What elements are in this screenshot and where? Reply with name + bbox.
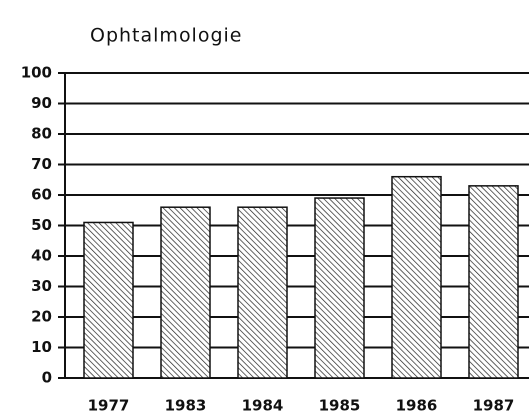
y-tick-label: 70	[31, 155, 52, 173]
y-tick-label: 100	[21, 64, 52, 82]
x-tick-label: 1987	[473, 397, 515, 415]
x-tick-label: 1984	[242, 397, 284, 415]
y-tick-label: 90	[31, 94, 52, 112]
y-tick-label: 50	[31, 216, 52, 234]
y-tick-label: 40	[31, 247, 52, 265]
bar	[237, 206, 288, 379]
x-tick-label: 1983	[165, 397, 207, 415]
bar	[83, 221, 134, 379]
y-tick-label: 30	[31, 277, 52, 295]
y-tick-label: 0	[42, 369, 52, 387]
bar	[314, 197, 365, 379]
y-tick-label: 60	[31, 186, 52, 204]
y-tick-label: 10	[31, 338, 52, 356]
bar	[160, 206, 211, 379]
bar	[391, 175, 442, 379]
x-tick-label: 1986	[396, 397, 438, 415]
y-tick-label: 20	[31, 308, 52, 326]
x-tick-label: 1985	[319, 397, 361, 415]
chart-title: Ophtalmologie	[90, 25, 243, 47]
x-tick-label: 1977	[88, 397, 130, 415]
y-tick-label: 80	[31, 125, 52, 143]
bar	[468, 185, 519, 379]
